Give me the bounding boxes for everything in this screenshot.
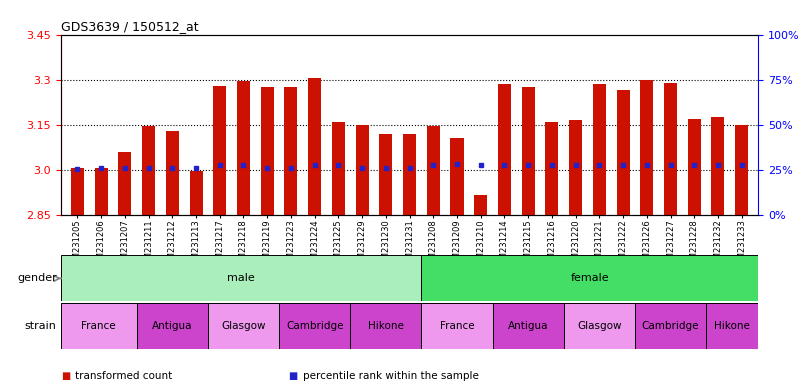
Bar: [474, 195, 487, 215]
Text: female: female: [570, 273, 609, 283]
Bar: [640, 80, 654, 215]
Text: strain: strain: [25, 321, 57, 331]
Bar: [635, 303, 706, 349]
Bar: [279, 303, 350, 349]
Bar: [208, 303, 279, 349]
Bar: [422, 255, 758, 301]
Bar: [688, 119, 701, 215]
Bar: [190, 171, 203, 215]
Bar: [237, 81, 250, 215]
Bar: [711, 117, 724, 215]
Text: Antigua: Antigua: [508, 321, 548, 331]
Bar: [260, 87, 274, 215]
Bar: [616, 90, 629, 215]
Text: France: France: [440, 321, 474, 331]
Bar: [380, 134, 393, 215]
Bar: [427, 126, 440, 215]
Bar: [521, 87, 534, 215]
Bar: [165, 131, 179, 215]
Bar: [355, 126, 369, 215]
Bar: [593, 84, 606, 215]
Text: male: male: [227, 273, 255, 283]
Text: Cambridge: Cambridge: [286, 321, 343, 331]
Bar: [450, 138, 464, 215]
Text: ■: ■: [288, 371, 297, 381]
Bar: [735, 126, 749, 215]
Text: GDS3639 / 150512_at: GDS3639 / 150512_at: [61, 20, 199, 33]
Bar: [213, 86, 226, 215]
Bar: [118, 152, 131, 215]
Text: France: France: [81, 321, 116, 331]
Text: Hikone: Hikone: [714, 321, 750, 331]
Bar: [498, 84, 511, 215]
Bar: [95, 169, 108, 215]
Bar: [350, 303, 422, 349]
Bar: [564, 303, 635, 349]
Text: gender: gender: [17, 273, 57, 283]
Bar: [492, 303, 564, 349]
Text: ■: ■: [61, 371, 70, 381]
Bar: [569, 120, 582, 215]
Bar: [137, 303, 208, 349]
Text: Antigua: Antigua: [152, 321, 192, 331]
Text: Cambridge: Cambridge: [642, 321, 699, 331]
Bar: [545, 122, 559, 215]
Text: percentile rank within the sample: percentile rank within the sample: [303, 371, 478, 381]
Bar: [706, 303, 758, 349]
Bar: [61, 303, 137, 349]
Text: transformed count: transformed count: [75, 371, 173, 381]
Bar: [285, 87, 298, 215]
Text: Hikone: Hikone: [368, 321, 404, 331]
Bar: [308, 78, 321, 215]
Bar: [142, 126, 155, 215]
Text: Glasgow: Glasgow: [221, 321, 266, 331]
Bar: [61, 255, 422, 301]
Bar: [332, 122, 345, 215]
Bar: [664, 83, 677, 215]
Bar: [422, 303, 492, 349]
Bar: [71, 169, 84, 215]
Text: Glasgow: Glasgow: [577, 321, 621, 331]
Bar: [403, 134, 416, 215]
